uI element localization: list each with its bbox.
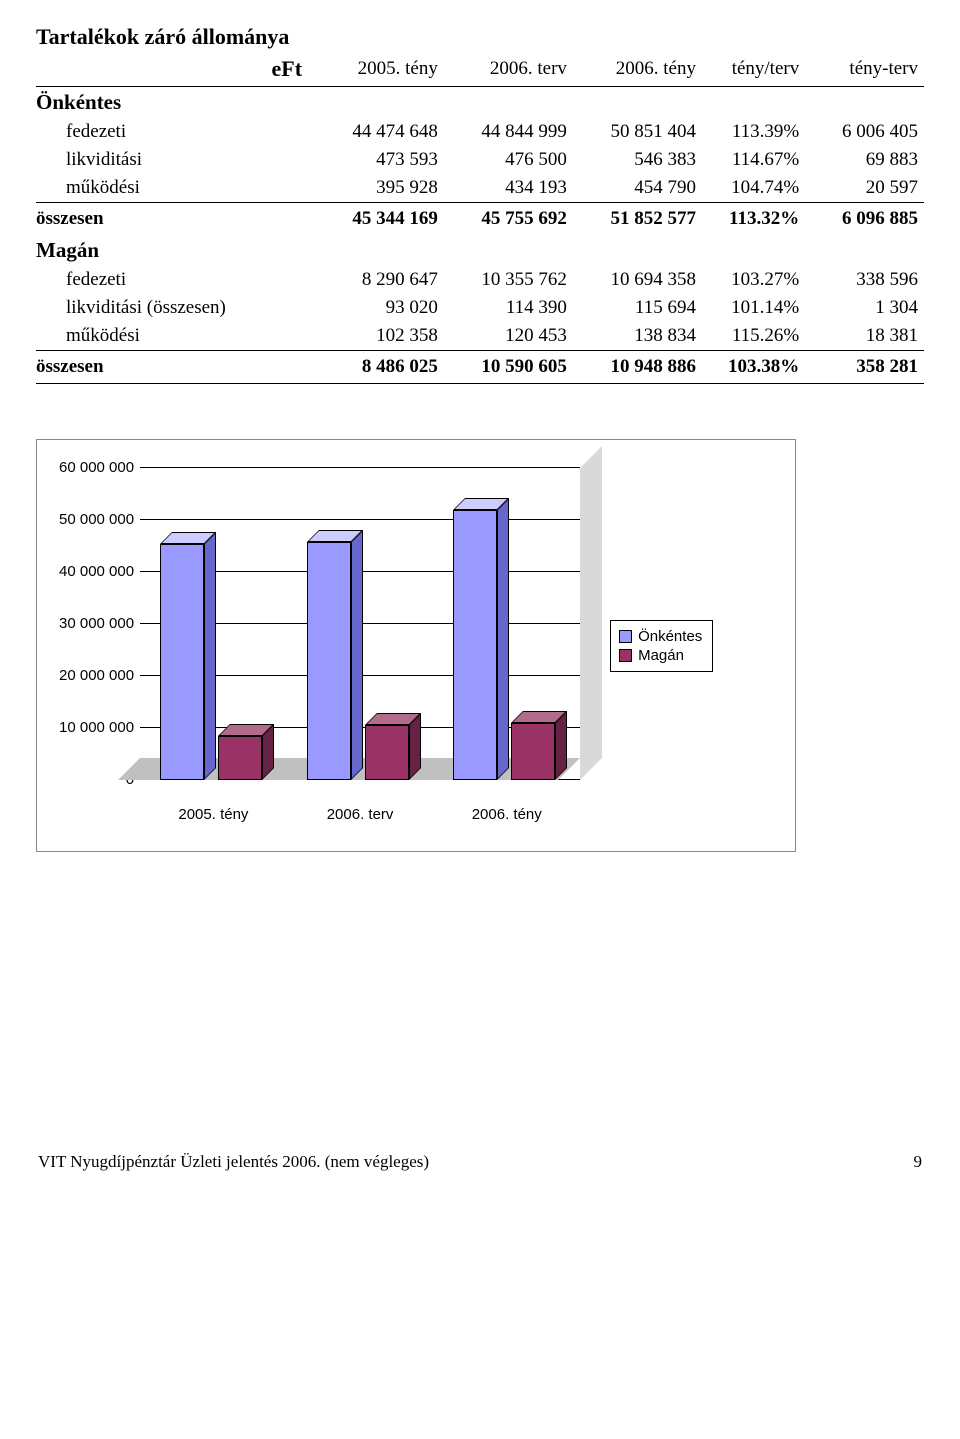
table-row: működési102 358120 453138 834115.26%18 3… <box>36 322 924 351</box>
cell: 395 928 <box>315 174 444 203</box>
table-group-label: Magán <box>36 235 924 266</box>
cell: 44 474 648 <box>315 118 444 146</box>
x-tick-label: 2005. tény <box>140 806 287 823</box>
table-row: likviditási (összesen)93 020114 390115 6… <box>36 294 924 322</box>
page-title: Tartalékok záró állománya <box>36 24 924 50</box>
chart-bar <box>218 736 262 780</box>
chart-gridline <box>140 467 580 468</box>
cell: 6 096 885 <box>805 203 924 236</box>
cell: 546 383 <box>573 146 702 174</box>
row-label: fedezeti <box>36 266 315 294</box>
cell: 93 020 <box>315 294 444 322</box>
cell: 6 006 405 <box>805 118 924 146</box>
x-tick-label: 2006. terv <box>287 806 434 823</box>
row-label: működési <box>36 174 315 203</box>
cell: 10 948 886 <box>573 351 702 384</box>
legend-label: Önkéntes <box>638 628 702 645</box>
row-label: fedezeti <box>36 118 315 146</box>
cell: 1 304 <box>805 294 924 322</box>
th-col-1: 2006. terv <box>444 52 573 87</box>
page-footer: VIT Nyugdíjpénztár Üzleti jelentés 2006.… <box>36 1152 924 1172</box>
x-tick-label: 2006. tény <box>433 806 580 823</box>
chart-bar <box>511 723 555 780</box>
table-row: fedezeti44 474 64844 844 99950 851 40411… <box>36 118 924 146</box>
cell: 454 790 <box>573 174 702 203</box>
table-total-row: összesen8 486 02510 590 60510 948 886103… <box>36 351 924 384</box>
row-label: működési <box>36 322 315 351</box>
cell: 114 390 <box>444 294 573 322</box>
cell: 10 590 605 <box>444 351 573 384</box>
chart-bar <box>160 544 204 780</box>
reserves-table: eFt 2005. tény 2006. terv 2006. tény tén… <box>36 52 924 384</box>
cell: 115.26% <box>702 322 805 351</box>
table-row: működési395 928434 193454 790104.74%20 5… <box>36 174 924 203</box>
cell: 101.14% <box>702 294 805 322</box>
chart-bar <box>365 725 409 780</box>
cell: 120 453 <box>444 322 573 351</box>
cell: 69 883 <box>805 146 924 174</box>
cell: 20 597 <box>805 174 924 203</box>
th-col-0: 2005. tény <box>315 52 444 87</box>
cell: 114.67% <box>702 146 805 174</box>
row-label: összesen <box>36 203 315 236</box>
cell: 115 694 <box>573 294 702 322</box>
row-label: likviditási <box>36 146 315 174</box>
table-total-row: összesen45 344 16945 755 69251 852 57711… <box>36 203 924 236</box>
table-group-label: Önkéntes <box>36 87 924 119</box>
cell: 338 596 <box>805 266 924 294</box>
cell: 103.27% <box>702 266 805 294</box>
row-label: likviditási (összesen) <box>36 294 315 322</box>
chart-bar <box>307 542 351 780</box>
footer-left: VIT Nyugdíjpénztár Üzleti jelentés 2006.… <box>38 1152 429 1172</box>
cell: 138 834 <box>573 322 702 351</box>
th-col-3: tény/terv <box>702 52 805 87</box>
chart-y-axis: 60 000 00050 000 00040 000 00030 000 000… <box>59 468 140 780</box>
cell: 18 381 <box>805 322 924 351</box>
legend-label: Magán <box>638 647 684 664</box>
chart-x-axis: 2005. tény2006. terv2006. tény <box>140 806 580 823</box>
cell: 113.39% <box>702 118 805 146</box>
row-label: összesen <box>36 351 315 384</box>
cell: 434 193 <box>444 174 573 203</box>
cell: 476 500 <box>444 146 573 174</box>
cell: 50 851 404 <box>573 118 702 146</box>
cell: 45 755 692 <box>444 203 573 236</box>
cell: 104.74% <box>702 174 805 203</box>
chart-bar <box>453 510 497 780</box>
chart-plot <box>140 468 580 780</box>
th-col-2: 2006. tény <box>573 52 702 87</box>
legend-swatch-magan <box>619 649 632 662</box>
footer-page-number: 9 <box>914 1152 923 1172</box>
cell: 358 281 <box>805 351 924 384</box>
cell: 10 355 762 <box>444 266 573 294</box>
cell: 473 593 <box>315 146 444 174</box>
cell: 102 358 <box>315 322 444 351</box>
cell: 8 290 647 <box>315 266 444 294</box>
cell: 8 486 025 <box>315 351 444 384</box>
cell: 51 852 577 <box>573 203 702 236</box>
table-row: fedezeti8 290 64710 355 76210 694 358103… <box>36 266 924 294</box>
legend-item-magan: Magán <box>619 646 702 665</box>
chart-frame: 60 000 00050 000 00040 000 00030 000 000… <box>36 439 796 852</box>
legend-swatch-onkentes <box>619 630 632 643</box>
th-col-4: tény-terv <box>805 52 924 87</box>
chart-gridline <box>140 519 580 520</box>
chart-back-wall <box>580 446 602 780</box>
th-eft: eFt <box>253 52 315 87</box>
th-empty <box>36 52 253 87</box>
legend-item-onkentes: Önkéntes <box>619 627 702 646</box>
cell: 10 694 358 <box>573 266 702 294</box>
table-row: likviditási473 593476 500546 383114.67%6… <box>36 146 924 174</box>
cell: 45 344 169 <box>315 203 444 236</box>
chart-legend: Önkéntes Magán <box>610 620 713 672</box>
cell: 103.38% <box>702 351 805 384</box>
cell: 113.32% <box>702 203 805 236</box>
cell: 44 844 999 <box>444 118 573 146</box>
